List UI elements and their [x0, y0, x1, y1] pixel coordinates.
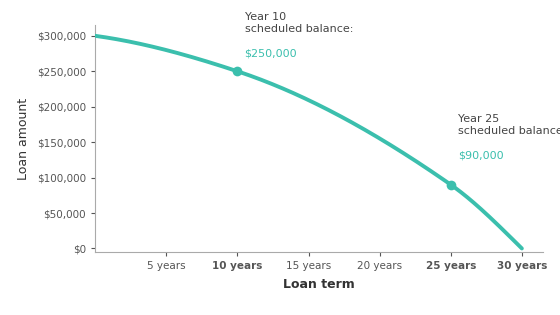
Text: Year 10
scheduled balance:: Year 10 scheduled balance: — [245, 12, 353, 34]
Text: $250,000: $250,000 — [245, 49, 297, 59]
X-axis label: Loan term: Loan term — [283, 278, 355, 291]
Text: $90,000: $90,000 — [458, 151, 503, 161]
Text: Year 25
scheduled balance:: Year 25 scheduled balance: — [458, 114, 560, 136]
Y-axis label: Loan amount: Loan amount — [17, 98, 30, 180]
